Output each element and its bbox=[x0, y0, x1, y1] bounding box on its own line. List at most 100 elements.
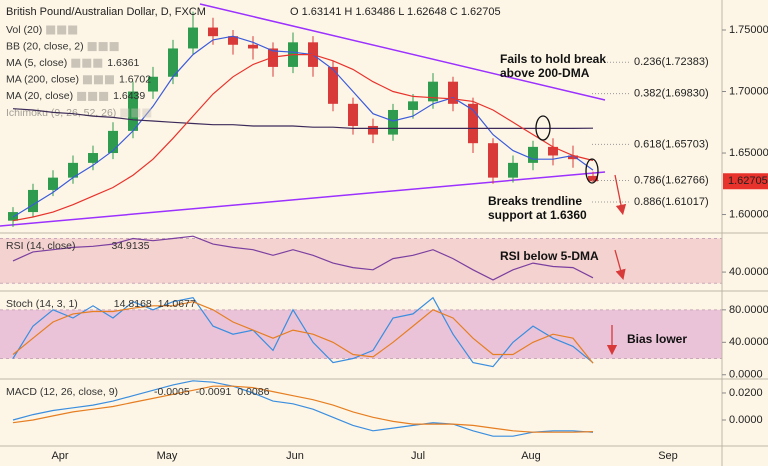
ma-line bbox=[12, 108, 594, 129]
candle-body bbox=[548, 146, 558, 156]
fib-label: 0.786(1.62766) bbox=[634, 174, 709, 186]
annotation: above 200-DMA bbox=[500, 66, 590, 80]
y-tick-label: 1.75000 bbox=[729, 24, 768, 36]
candle-body bbox=[188, 27, 198, 49]
ohlc-label: O 1.63141 H 1.63486 L 1.62648 C 1.62705 bbox=[290, 6, 501, 18]
x-tick-label: Aug bbox=[521, 450, 541, 462]
panel-value: 0.0086 bbox=[237, 386, 269, 398]
candle-body bbox=[68, 162, 78, 178]
candle-body bbox=[588, 175, 598, 182]
candle-body bbox=[228, 36, 238, 45]
legend-label: MA (200, close) bbox=[6, 74, 79, 86]
x-tick-label: Jul bbox=[411, 450, 425, 462]
legend-icon bbox=[93, 75, 103, 85]
ma-line bbox=[12, 54, 594, 222]
legend-icon bbox=[120, 108, 130, 118]
annotation: Bias lower bbox=[627, 332, 687, 346]
legend-icon bbox=[82, 58, 92, 68]
bands bbox=[0, 237, 722, 360]
y-tick-label: 1.70000 bbox=[729, 85, 768, 97]
legend-label: Ichimoku (9, 26, 52, 26) bbox=[6, 107, 116, 119]
legend-icon bbox=[142, 108, 152, 118]
candle-body bbox=[368, 125, 378, 135]
panel-title: Stoch (14, 3, 1) bbox=[6, 298, 78, 310]
candle-body bbox=[48, 177, 58, 190]
arrow bbox=[614, 249, 626, 281]
legend-icon bbox=[82, 75, 92, 85]
y-tick-label: 80.0000 bbox=[729, 304, 768, 316]
candle-body bbox=[208, 27, 218, 37]
candle-body bbox=[468, 103, 478, 144]
last-price-label: 1.62705 bbox=[728, 175, 768, 187]
annotation: Breaks trendline bbox=[488, 194, 582, 208]
candle-body bbox=[568, 155, 578, 160]
x-tick-label: May bbox=[157, 450, 178, 462]
legend-icon bbox=[88, 91, 98, 101]
panel-value: 14.0677 bbox=[158, 298, 196, 310]
trendline-lower bbox=[0, 171, 606, 227]
candle-body bbox=[428, 81, 438, 102]
legend-icon bbox=[46, 25, 56, 35]
legend-icon bbox=[71, 58, 81, 68]
annotation: Fails to hold break bbox=[500, 52, 606, 66]
candle-body bbox=[248, 44, 258, 49]
y-tick-label: 1.65000 bbox=[729, 147, 768, 159]
last-price-box bbox=[723, 173, 768, 190]
legend-icon bbox=[131, 108, 141, 118]
y-tick-label: 1.60000 bbox=[729, 208, 768, 220]
panel-title: MACD (12, 26, close, 9) bbox=[6, 386, 118, 398]
panel-value: 14.8168 bbox=[114, 298, 152, 310]
y-tick-label: 40.0000 bbox=[729, 266, 768, 278]
legend-icon bbox=[99, 91, 109, 101]
fib-label: 0.886(1.61017) bbox=[634, 196, 709, 208]
highlight-ellipse bbox=[585, 158, 599, 184]
arrow bbox=[614, 174, 627, 216]
candle-body bbox=[148, 76, 158, 92]
candle-body bbox=[88, 153, 98, 163]
candle-body bbox=[408, 101, 418, 110]
candle-body bbox=[488, 143, 498, 178]
legend-label: BB (20, close, 2) bbox=[6, 40, 84, 52]
highlight-ellipse bbox=[535, 115, 551, 141]
panel-value: -0.0005 bbox=[154, 386, 190, 398]
legend-icon bbox=[77, 91, 87, 101]
band bbox=[0, 309, 722, 359]
plot: 1.75000 1.70000 1.65000 1.60000 Vol (20) BB (… bbox=[6, 11, 768, 462]
x-tick-label: Apr bbox=[51, 450, 68, 462]
candle-body bbox=[168, 48, 178, 77]
indicator-line bbox=[12, 385, 594, 433]
legend-icon bbox=[68, 25, 78, 35]
indicator-line bbox=[12, 380, 594, 437]
candle-body bbox=[528, 146, 538, 163]
candle-body bbox=[448, 81, 458, 104]
y-tick-label: 0.0000 bbox=[729, 369, 763, 381]
y-tick-label: 0.0200 bbox=[729, 387, 763, 399]
candle-body bbox=[508, 162, 518, 178]
ma-line bbox=[12, 35, 594, 218]
trendline-upper bbox=[199, 3, 606, 101]
indicator-line bbox=[12, 301, 594, 364]
candle-body bbox=[348, 103, 358, 126]
panel-value: -0.0091 bbox=[196, 386, 232, 398]
legend-value: 1.6439 bbox=[113, 90, 145, 102]
panel-value: 34.9135 bbox=[111, 240, 149, 252]
candle-body bbox=[388, 109, 398, 135]
indicator-line bbox=[12, 296, 594, 368]
band bbox=[0, 238, 722, 284]
legend-icon bbox=[93, 58, 103, 68]
y-tick-label: 0.0000 bbox=[729, 414, 763, 426]
indicator-line bbox=[12, 235, 594, 281]
x-tick-label: Sep bbox=[658, 450, 678, 462]
fib-label: 0.236(1.72383) bbox=[634, 56, 709, 68]
fib-label: 0.382(1.69830) bbox=[634, 88, 709, 100]
annotation: RSI below 5-DMA bbox=[500, 249, 599, 263]
annotation: support at 1.6360 bbox=[488, 208, 587, 222]
legend-icon bbox=[104, 75, 114, 85]
y-tick-label: 40.0000 bbox=[729, 336, 768, 348]
legend-label: MA (5, close) bbox=[6, 57, 67, 69]
legend-label: MA (20, close) bbox=[6, 90, 73, 102]
chart-title: British Pound/Australian Dollar, D, FXCM bbox=[6, 6, 206, 18]
legend-icon bbox=[98, 42, 108, 52]
candle-body bbox=[28, 189, 38, 213]
